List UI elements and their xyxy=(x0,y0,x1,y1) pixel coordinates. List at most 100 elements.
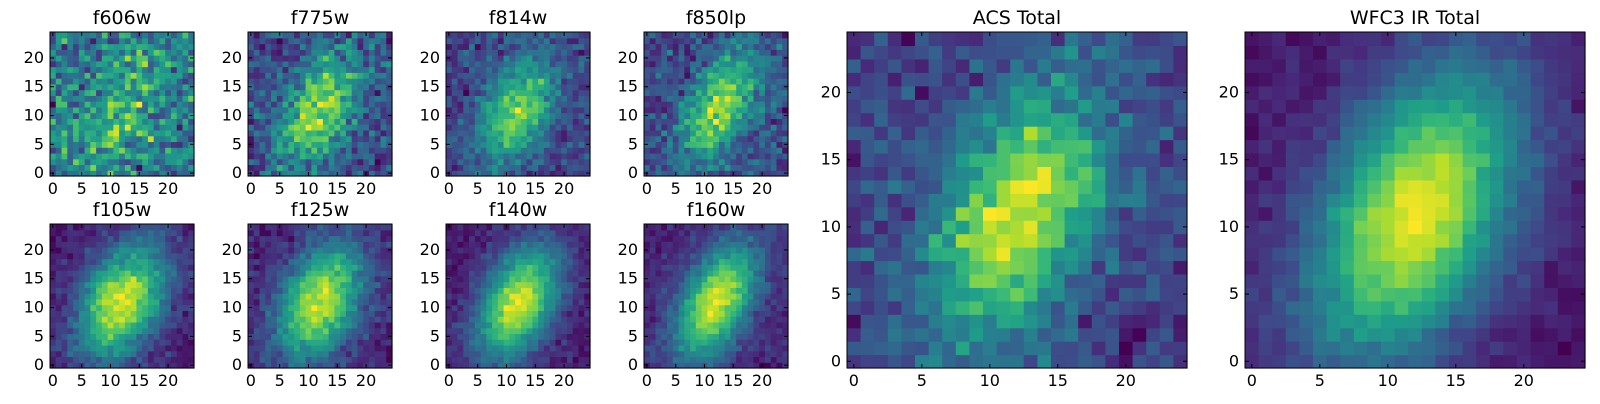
heatmap-cell xyxy=(555,159,561,165)
heatmap-cell xyxy=(125,101,131,107)
heatmap-cell xyxy=(661,351,667,357)
heatmap-cell xyxy=(380,345,386,351)
heatmap-cell xyxy=(667,84,673,90)
heatmap-cell xyxy=(463,339,469,345)
heatmap-cell xyxy=(271,141,277,147)
heatmap-cell xyxy=(538,113,544,119)
heatmap-cell xyxy=(690,316,696,322)
heatmap-cell xyxy=(515,282,521,288)
heatmap-cell xyxy=(340,351,346,357)
heatmap-cell xyxy=(458,159,464,165)
heatmap-cell xyxy=(498,118,504,124)
heatmap-cell xyxy=(765,95,771,101)
heatmap-cell xyxy=(317,49,323,55)
heatmap-cell xyxy=(527,333,533,339)
heatmap-cell xyxy=(759,118,765,124)
heatmap-cell xyxy=(254,322,260,328)
heatmap-cell xyxy=(311,316,317,322)
heatmap-cell xyxy=(771,44,777,50)
heatmap-cell xyxy=(730,282,736,288)
heatmap-cell xyxy=(380,38,386,44)
heatmap-cell xyxy=(311,224,317,230)
heatmap-cell xyxy=(159,61,165,67)
heatmap-cell xyxy=(458,310,464,316)
heatmap-cell xyxy=(311,356,317,362)
heatmap-cell xyxy=(742,61,748,67)
heatmap-cell xyxy=(346,78,352,84)
heatmap-cell xyxy=(771,95,777,101)
heatmap-cell xyxy=(550,136,556,142)
heatmap-cell xyxy=(446,253,452,259)
heatmap-cell xyxy=(165,253,171,259)
heatmap-cell xyxy=(85,90,91,96)
heatmap-cell xyxy=(527,113,533,119)
heatmap-cell xyxy=(148,322,154,328)
heatmap-cell xyxy=(277,293,283,299)
heatmap-cell xyxy=(527,90,533,96)
heatmap-cell xyxy=(702,107,708,113)
heatmap-cell xyxy=(102,276,108,282)
heatmap-cell xyxy=(50,147,56,153)
heatmap-cell xyxy=(159,310,165,316)
heatmap-cell xyxy=(532,118,538,124)
heatmap-cell xyxy=(527,67,533,73)
heatmap-cell xyxy=(679,339,685,345)
heatmap-cell xyxy=(550,253,556,259)
heatmap-cell xyxy=(452,247,458,253)
heatmap-cell xyxy=(679,55,685,61)
heatmap-cell xyxy=(363,305,369,311)
heatmap-cell xyxy=(509,310,515,316)
heatmap-cell xyxy=(771,328,777,334)
heatmap-cell xyxy=(776,293,782,299)
heatmap-cell xyxy=(742,32,748,38)
heatmap-cell xyxy=(719,113,725,119)
heatmap-cell xyxy=(578,118,584,124)
heatmap-cell xyxy=(67,95,73,101)
heatmap-cell xyxy=(73,287,79,293)
heatmap-cell xyxy=(108,67,114,73)
heatmap-cell xyxy=(380,305,386,311)
heatmap-cell xyxy=(748,293,754,299)
heatmap-cell xyxy=(661,287,667,293)
x-tick-label: 0 xyxy=(444,179,454,198)
heatmap-cell xyxy=(567,328,573,334)
heatmap-cell xyxy=(288,247,294,253)
heatmap-cell xyxy=(673,345,679,351)
heatmap-cell xyxy=(136,153,142,159)
heatmap-cell xyxy=(306,84,312,90)
heatmap-cell xyxy=(288,164,294,170)
heatmap-cell xyxy=(650,67,656,73)
heatmap-cell xyxy=(288,287,294,293)
heatmap-cell xyxy=(352,328,358,334)
heatmap-cell xyxy=(346,84,352,90)
heatmap-cell xyxy=(119,316,125,322)
heatmap-cell xyxy=(765,72,771,78)
heatmap-cell xyxy=(131,356,137,362)
heatmap-cell xyxy=(50,67,56,73)
heatmap-cell xyxy=(538,61,544,67)
heatmap-cell xyxy=(300,153,306,159)
heatmap-cell xyxy=(667,282,673,288)
heatmap-cell xyxy=(498,49,504,55)
heatmap-cell xyxy=(125,270,131,276)
heatmap-cell xyxy=(159,107,165,113)
heatmap-cell xyxy=(90,67,96,73)
heatmap-cell xyxy=(323,259,329,265)
heatmap-cell xyxy=(306,95,312,101)
heatmap-cell xyxy=(521,264,527,270)
heatmap-cell xyxy=(369,322,375,328)
heatmap-cell xyxy=(486,130,492,136)
heatmap-cell xyxy=(567,55,573,61)
y-tick-label: 5 xyxy=(232,134,242,153)
heatmap-cell xyxy=(340,38,346,44)
heatmap-cell xyxy=(673,84,679,90)
heatmap-cell xyxy=(265,107,271,113)
heatmap-cell xyxy=(380,164,386,170)
heatmap-cell xyxy=(515,101,521,107)
heatmap-cell xyxy=(475,282,481,288)
heatmap-cell xyxy=(561,38,567,44)
heatmap-cell xyxy=(119,328,125,334)
heatmap-cell xyxy=(644,38,650,44)
heatmap-cell xyxy=(113,241,119,247)
heatmap-cell xyxy=(108,147,114,153)
